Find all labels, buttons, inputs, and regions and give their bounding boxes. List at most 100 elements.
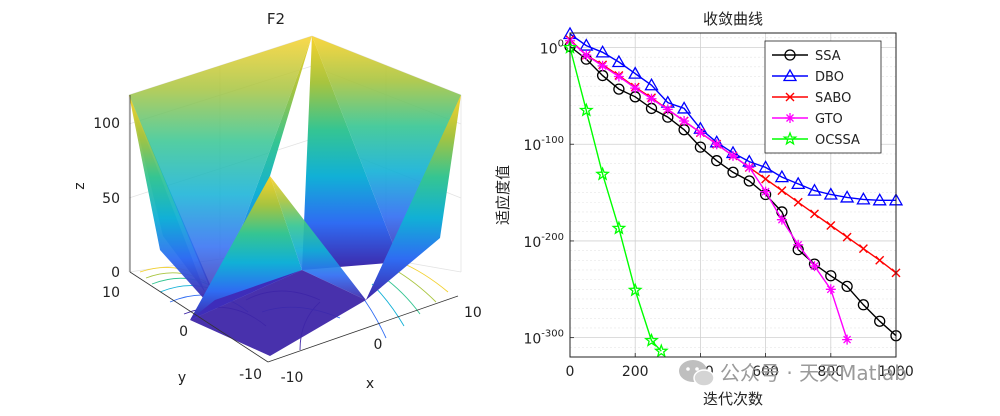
data-point-ocssa [595, 166, 611, 181]
data-point-ocssa [644, 332, 659, 347]
x-tick-label: 600 [752, 364, 779, 380]
data-point-dbo [579, 38, 594, 51]
data-point-gto [662, 104, 673, 115]
watermark: 公众号 · 天天Matlab [676, 356, 976, 390]
legend-marker [782, 131, 798, 146]
data-point-gto [728, 150, 738, 161]
data-point-sabo [810, 209, 819, 219]
data-point-gto [842, 334, 853, 345]
series-line-ocssa [569, 47, 662, 352]
data-point-gto [744, 162, 755, 173]
legend-marker [785, 92, 795, 102]
surface-title: F2 [267, 10, 285, 28]
x-tick: 10 [464, 305, 482, 321]
surface-axis-lines [129, 95, 459, 363]
data-point-gto [679, 116, 690, 127]
x-tick-label: 200 [622, 364, 649, 380]
legend-label: DBO [815, 70, 844, 85]
data-point-dbo [676, 101, 692, 114]
y-tick: 0 [179, 324, 188, 340]
data-point-gto [613, 71, 624, 82]
x-tick: -10 [281, 370, 304, 386]
x-tick-label: 1000 [878, 364, 914, 380]
data-point-dbo [823, 187, 838, 200]
x-tick-label: 800 [817, 364, 844, 380]
data-point-ssa [743, 175, 755, 187]
surface-face-front-left [190, 176, 302, 320]
data-point-sabo [826, 220, 836, 230]
data-point-gto [809, 261, 820, 272]
series-ocssa [562, 39, 669, 358]
convergence-title: 收敛曲线 [703, 10, 763, 28]
surface-face-bottom [190, 270, 366, 356]
surface-face-back-right [312, 36, 461, 262]
y-axis-label: 适应度值 [494, 165, 512, 225]
z-tick: 100 [93, 116, 120, 132]
data-point-dbo [791, 176, 806, 190]
data-point-ssa [727, 166, 739, 178]
data-point-ocssa [611, 220, 627, 235]
data-point-ocssa [578, 102, 594, 117]
y-tick-label: 100 [540, 39, 564, 58]
legend-item-sabo: SABO [772, 91, 851, 106]
surface-axes: 100 50 0 z 10 0 -10 y -10 0 10 x [72, 116, 482, 392]
data-point-sabo [793, 197, 803, 207]
data-point-sabo [777, 186, 787, 196]
legend-marker [782, 68, 798, 82]
legend-marker [785, 113, 795, 123]
z-axis-label: z [72, 182, 88, 189]
data-point-ssa [825, 270, 837, 282]
x-axis-label: x [366, 376, 374, 392]
data-point-ocssa [653, 343, 669, 358]
y-tick-label: 10-100 [523, 135, 564, 154]
legend-item-dbo: DBO [772, 68, 844, 85]
data-point-ssa [694, 141, 707, 153]
legend-item-gto: GTO [772, 112, 843, 127]
series-line-ssa [569, 45, 897, 337]
data-point-ssa [711, 155, 723, 167]
data-point-dbo [628, 66, 643, 79]
data-point-dbo [872, 193, 887, 206]
data-point-sabo [858, 244, 868, 254]
data-point-sabo [875, 255, 885, 265]
data-point-ssa [857, 299, 870, 311]
plot-frame [569, 32, 897, 358]
data-point-sabo [761, 174, 771, 184]
data-point-dbo [856, 192, 871, 205]
y-tick: -10 [239, 367, 262, 383]
legend-marker [784, 49, 796, 61]
data-point-sabo [842, 232, 852, 242]
data-point-dbo [774, 169, 790, 183]
data-point-gto [760, 186, 771, 197]
data-point-gto [793, 239, 804, 250]
data-point-ssa [874, 315, 886, 327]
y-tick: 10 [102, 285, 120, 301]
data-point-gto [711, 139, 722, 150]
x-tick: 0 [374, 337, 383, 353]
surface-mesh [129, 36, 461, 356]
data-point-ssa [613, 83, 625, 95]
data-point-gto [630, 83, 641, 94]
legend-label: GTO [815, 112, 843, 127]
data-point-gto [825, 284, 836, 295]
surface-face-front-right [270, 176, 366, 300]
legend: SSA DBO SABO GTO OCSSA [764, 40, 882, 154]
x-tick-label: 0 [566, 364, 575, 380]
legend-item-ssa: SSA [772, 49, 841, 64]
legend-label: OCSSA [815, 133, 860, 148]
data-point-dbo [807, 183, 822, 196]
watermark-text: 公众号 · 天天Matlab [720, 361, 907, 385]
y-axis-label: y [178, 370, 186, 386]
convergence-plot: 收敛曲线 0200400600800100010010-10010-20010-… [494, 10, 914, 408]
x-axis-label: 迭代次数 [703, 390, 763, 408]
z-tick: 50 [102, 191, 120, 207]
data-point-dbo [611, 54, 627, 68]
legend-label: SABO [815, 91, 851, 106]
y-tick-label: 10-300 [523, 329, 564, 348]
data-point-dbo [758, 160, 773, 173]
legend-label: SSA [815, 49, 841, 64]
data-point-gto [695, 127, 706, 138]
data-point-ocssa [627, 282, 643, 297]
